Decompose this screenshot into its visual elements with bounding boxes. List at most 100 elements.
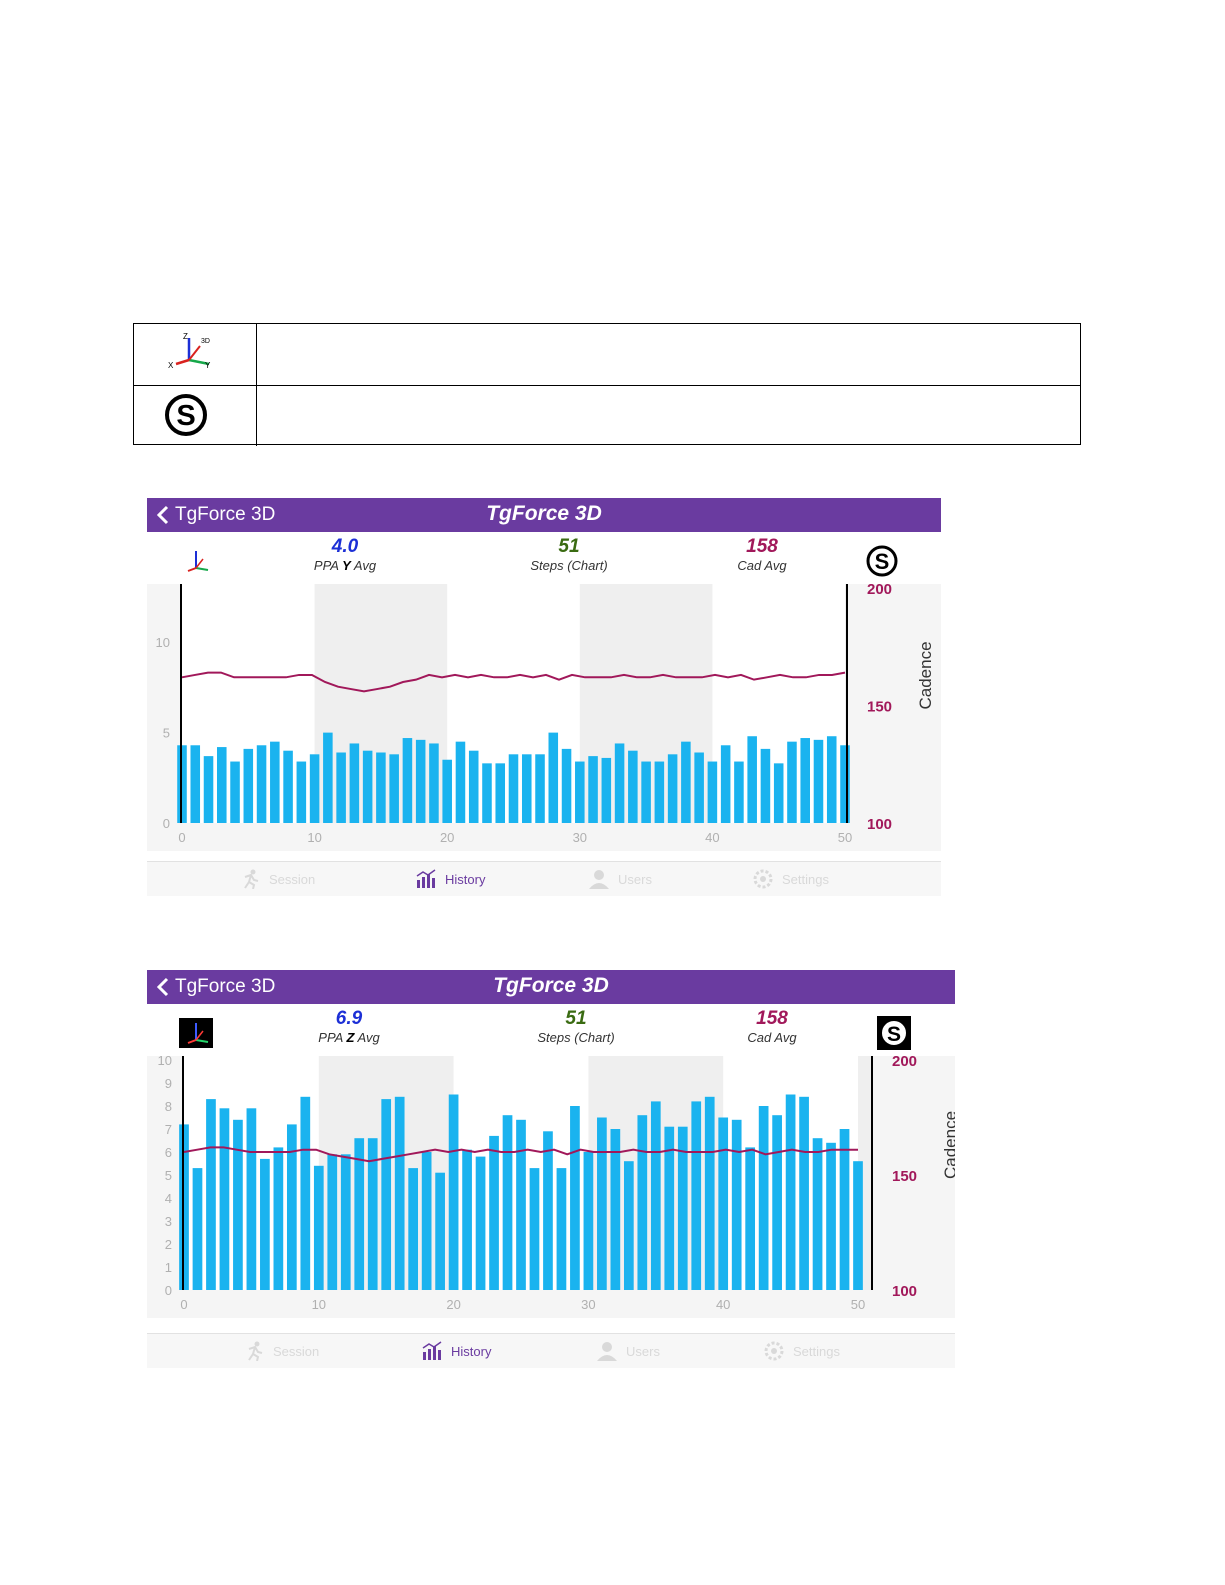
bar (654, 761, 665, 823)
bar (336, 752, 346, 823)
tab-settings[interactable]: Settings (763, 1340, 840, 1362)
back-button-label: TgForce 3D (175, 976, 276, 997)
stats-row: 6.9 PPA Z Avg 51 Steps (Chart) 158 Cad A… (147, 1004, 955, 1056)
bar (667, 754, 678, 823)
bar (588, 756, 598, 823)
xyz-axis-icon-selected[interactable] (179, 1018, 213, 1048)
tab-session[interactable]: Session (239, 868, 315, 890)
s-logo-icon[interactable]: S (865, 544, 899, 578)
left-tick-label: 4 (165, 1191, 172, 1206)
bar (376, 752, 386, 823)
bar (349, 743, 360, 823)
bar (442, 759, 452, 823)
ppa-value: 4.0 (331, 536, 359, 557)
bar (694, 752, 704, 823)
legend-row-axis: Z 3D X Y (134, 324, 1080, 386)
back-button[interactable]: TgForce 3D (157, 503, 275, 527)
cadence-label: Cad Avg (737, 558, 787, 573)
left-tick-label: 6 (165, 1145, 172, 1160)
tab-users[interactable]: Users (596, 1340, 660, 1362)
bar (367, 1138, 378, 1290)
legend-icon-cell: S (134, 385, 257, 446)
xyz-axis-icon[interactable] (179, 546, 213, 576)
bar (601, 757, 612, 823)
cadence-stat: 158 Cad Avg (692, 1008, 852, 1046)
bar (475, 1156, 486, 1290)
tab-history[interactable]: History (421, 1340, 491, 1362)
bar (219, 1108, 230, 1290)
bar (799, 1096, 809, 1290)
bar (192, 1168, 203, 1290)
bar (641, 761, 651, 823)
bar (734, 761, 744, 823)
bar (548, 732, 559, 823)
bar (508, 754, 519, 823)
bar (731, 1119, 742, 1290)
bar (529, 1168, 540, 1290)
bar (309, 754, 320, 823)
bar (583, 1152, 594, 1290)
ppa-axis-letter: Z (346, 1030, 355, 1045)
axis-3d-label: 3D (201, 338, 210, 345)
user-icon (589, 870, 609, 889)
left-tick-label: 5 (163, 726, 170, 741)
bar (233, 1119, 243, 1290)
back-button[interactable]: TgForce 3D (157, 975, 275, 999)
tab-session[interactable]: Session (243, 1340, 319, 1362)
legend-icon-cell: Z 3D X Y (134, 324, 257, 385)
left-tick-label: 0 (163, 816, 170, 831)
bar (462, 1149, 472, 1290)
svg-text:S: S (887, 1023, 901, 1046)
svg-text:S: S (176, 400, 195, 432)
bar (543, 1131, 553, 1290)
bar (747, 736, 757, 823)
tab-bar: Session History Users Settings (147, 1333, 955, 1368)
x-tick-label: 10 (312, 1297, 326, 1312)
ppa-label: PPA Z Avg (318, 1030, 380, 1045)
steps-value: 51 (558, 536, 580, 557)
bar (340, 1154, 351, 1290)
bar (408, 1168, 419, 1290)
bar (535, 754, 545, 823)
bar (256, 745, 267, 823)
ppa-stat: 4.0 PPA Y Avg (265, 536, 425, 574)
chart-bottom-margin (147, 1290, 955, 1318)
bar (230, 761, 240, 823)
ppa-axis-letter: Y (342, 558, 351, 573)
chart-left-margin (147, 1056, 183, 1318)
bar (521, 754, 532, 823)
x-tick-label: 20 (446, 1297, 460, 1312)
s-logo-icon-selected[interactable]: S (877, 1016, 911, 1050)
nav-title: TgForce 3D (486, 502, 602, 525)
bar (206, 1099, 216, 1290)
left-tick-label: 3 (165, 1214, 172, 1229)
bar (650, 1101, 661, 1290)
right-tick-label: 150 (867, 699, 892, 716)
x-tick-label: 40 (716, 1297, 730, 1312)
left-tick-label: 0 (165, 1283, 172, 1298)
bar (664, 1126, 675, 1290)
chevron-left-icon (157, 977, 169, 997)
bar (283, 750, 293, 823)
history-screen-ppa-y: TgForce 3D TgForce 3D 4.0 PPA Y Avg 51 S… (147, 498, 941, 896)
tab-history[interactable]: History (415, 868, 485, 890)
x-tick-label: 20 (440, 830, 454, 845)
bar (787, 741, 797, 823)
bar (718, 1117, 729, 1290)
cadence-stat: 158 Cad Avg (682, 536, 842, 574)
nav-bar: TgForce 3D TgForce 3D (147, 970, 955, 1004)
tab-settings[interactable]: Settings (752, 868, 829, 890)
left-tick-label: 5 (165, 1168, 172, 1183)
tab-users[interactable]: Users (588, 868, 652, 890)
stats-row: 4.0 PPA Y Avg 51 Steps (Chart) 158 Cad A… (147, 532, 941, 584)
cadence-axis-label: Cadence (941, 1111, 955, 1179)
s-logo-icon: S (165, 394, 207, 436)
legend-row-s-logo: S (134, 385, 1080, 446)
bar (429, 743, 439, 823)
bar (637, 1115, 648, 1290)
right-tick-label: 100 (892, 1283, 917, 1300)
steps-stat: 51 Steps (Chart) (489, 536, 649, 574)
x-tick-label: 0 (178, 830, 185, 845)
